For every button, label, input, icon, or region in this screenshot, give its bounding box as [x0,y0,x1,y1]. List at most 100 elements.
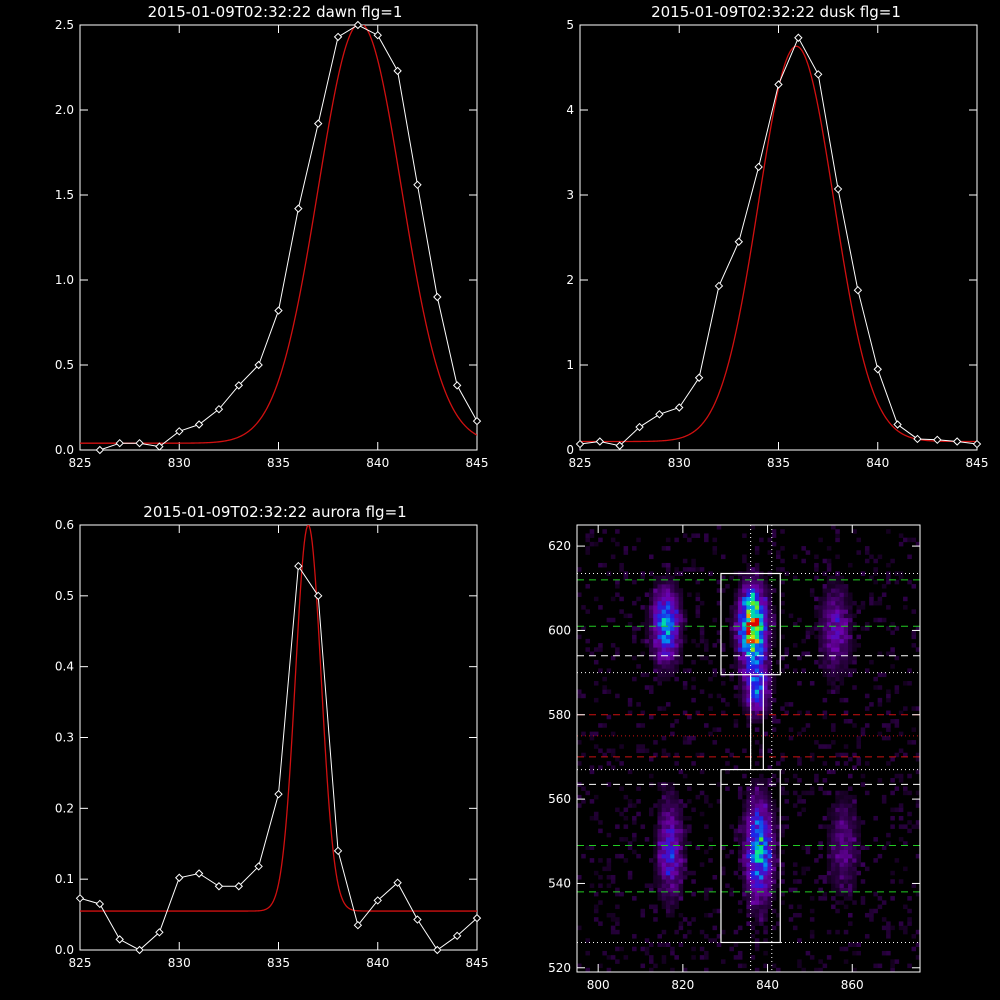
heat-cell [839,820,845,825]
heat-cell [670,782,675,787]
heat-cell [856,942,862,947]
heat-cell [831,588,836,593]
heat-cell [678,613,684,619]
heat-cell [822,655,828,661]
heat-cell [661,849,667,855]
heat-cell [915,769,921,775]
heat-cell [839,879,845,884]
heat-cell [856,744,862,749]
data-point [433,292,442,302]
data-point [333,846,343,856]
heat-cell [742,676,747,682]
heat-cell [835,617,840,623]
x-tick-label: 845 [966,456,989,470]
heat-cell [852,950,857,956]
heat-cell [792,887,798,893]
heat-cell [848,896,853,901]
heat-cell [826,659,832,665]
heat-cell [890,558,895,564]
heat-cell [763,731,768,737]
heat-cell [746,875,751,880]
heat-cell [856,740,862,745]
heat-cell [805,950,811,956]
heat-cell [661,841,667,846]
heat-cell [754,651,760,657]
heat-cell [843,664,849,669]
heat-cell [822,638,828,644]
heat-cell [615,959,620,964]
heat-cell [729,617,734,623]
heat-cell [911,643,917,648]
heat-cell [852,655,857,661]
heat-cell [822,621,828,627]
heat-cell [818,613,823,619]
heat-cell [848,668,853,673]
heat-cell [653,647,658,652]
heat-cell [737,955,743,960]
heat-cell [771,837,777,842]
heat-cell [843,946,849,952]
heat-cell [598,963,603,969]
heat-cell [843,815,849,821]
heat-cell [682,917,688,922]
heat-cell [856,735,862,741]
heat-cell [678,887,684,893]
heat-cell [886,710,891,716]
heat-cell [848,841,853,846]
heat-cell [606,862,612,867]
heat-cell [742,790,747,796]
heat-cell [708,912,713,918]
heat-cell [831,875,836,880]
heat-cell [737,676,743,682]
heat-cell [615,647,620,652]
heat-cell [767,605,773,610]
heat-cell [737,845,743,851]
heat-cell [835,579,840,585]
heat-cell [780,891,785,897]
heat-cell [585,950,590,956]
heat-cell [881,917,887,922]
heat-cell [907,773,912,779]
heat-cell [674,588,679,593]
heat-cell [843,887,849,893]
heat-cell [759,900,764,905]
heat-cell [716,588,722,593]
heat-cell [661,959,667,964]
heat-cell [759,853,764,859]
heat-cell [797,904,802,910]
heat-cell [869,912,874,918]
heat-cell [750,803,756,808]
heat-cell [856,845,862,851]
heat-cell [843,643,849,648]
heat-cell [670,794,675,800]
heat-cell [776,567,781,572]
heat-cell [797,778,802,783]
heat-cell [606,955,612,960]
heat-cell [691,676,696,682]
heat-cell [831,672,836,678]
heat-cell [593,744,599,749]
heat-cell [670,803,675,808]
heat-cell [869,596,874,602]
heat-cell [610,765,616,770]
heat-cell [759,858,764,863]
heat-cell [754,605,760,610]
heat-cell [750,900,756,905]
data-point [155,928,164,937]
heat-cell [670,672,675,678]
heat-cell [848,803,853,808]
heat-cell [759,887,764,893]
heat-cell [699,634,705,640]
heat-cell [737,841,743,846]
heat-cell [767,659,773,665]
heat-cell [907,537,912,543]
heat-cell [864,845,870,851]
heat-cell [826,769,832,775]
heat-cell [585,550,590,555]
heat-cell [682,849,688,855]
heat-cell [661,672,667,678]
heat-cell [843,794,849,800]
heat-cell [767,778,773,783]
heat-cell [619,786,624,791]
heat-cell [771,773,777,779]
